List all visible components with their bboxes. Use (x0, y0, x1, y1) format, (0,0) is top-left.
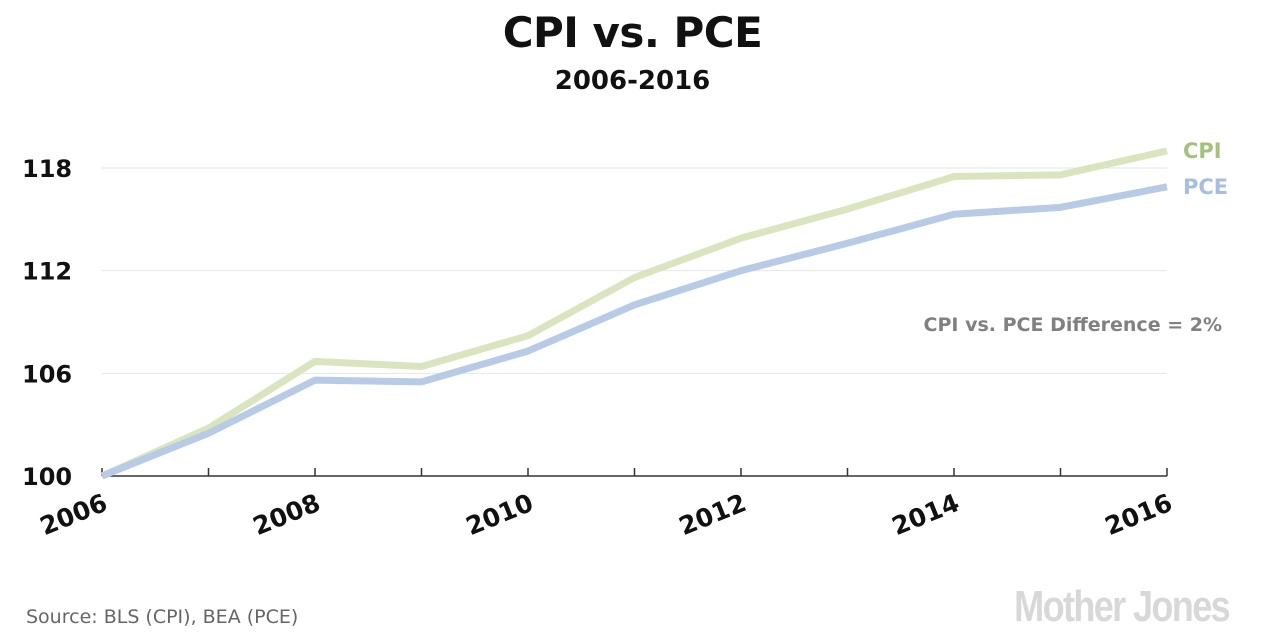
chart-title: CPI vs. PCE (502, 8, 763, 57)
series-lines (100, 147, 1168, 480)
x-tick-label: 2014 (888, 488, 963, 541)
x-tick-label: 2016 (1101, 488, 1176, 541)
y-tick-label: 106 (22, 360, 72, 388)
x-axis (101, 468, 1168, 477)
series-line-pce (100, 183, 1168, 480)
y-tick-label: 112 (22, 258, 72, 286)
series-line-cpi (100, 147, 1168, 480)
grid-lines (102, 167, 1167, 374)
x-tick-label: 2006 (36, 488, 111, 541)
x-tick-label: 2008 (249, 488, 324, 541)
source-note: Source: BLS (CPI), BEA (PCE) (26, 606, 299, 628)
x-tick-label: 2010 (462, 488, 537, 541)
series-label-pce: PCE (1183, 175, 1228, 199)
chart-subtitle: 2006-2016 (554, 66, 711, 96)
x-tick-label: 2012 (675, 488, 750, 541)
y-tick-label: 100 (22, 463, 72, 491)
labels: 100 106 112 118 2006 2008 2010 2012 2014 2016 CPI P… (22, 139, 1228, 541)
series-label-cpi: CPI (1183, 139, 1222, 163)
publisher-logo: Mother Jones (1014, 582, 1231, 631)
y-tick-label: 118 (22, 155, 72, 183)
difference-annotation: CPI vs. PCE Difference = 2% (924, 314, 1222, 336)
